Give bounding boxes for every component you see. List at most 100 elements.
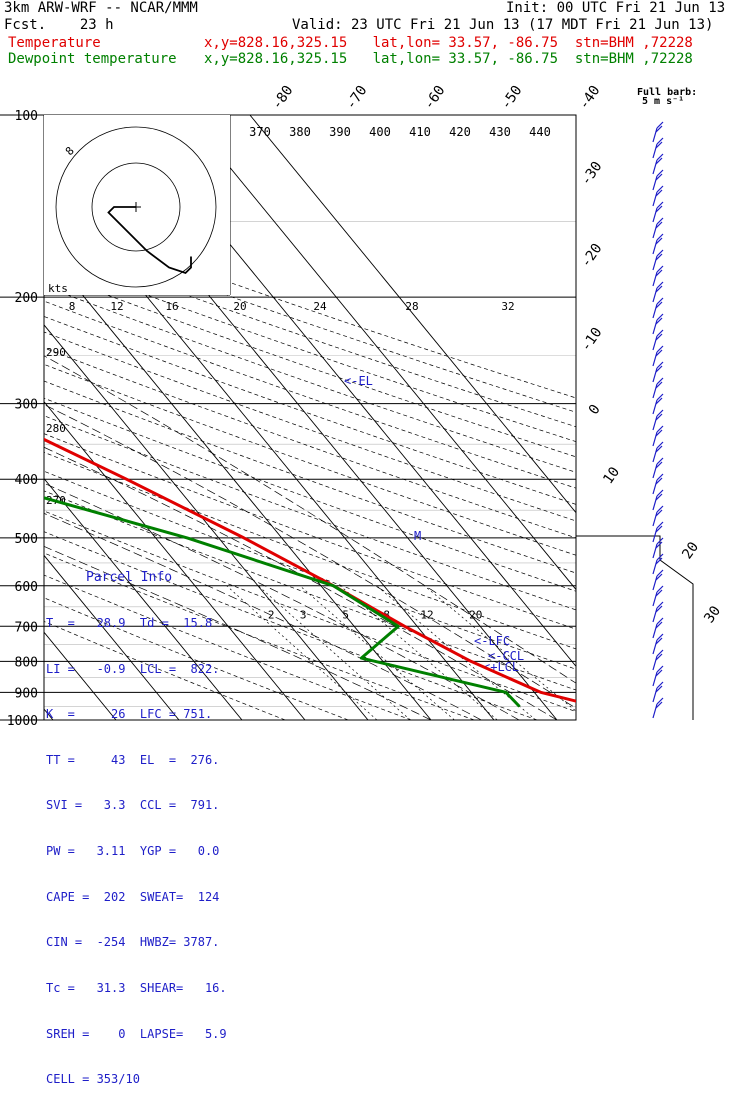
isotherm-label: -20 <box>578 241 606 271</box>
wind-barb <box>652 591 658 607</box>
wind-barb-flag <box>655 413 663 421</box>
wind-barb <box>652 703 658 719</box>
isotherm-label: -10 <box>578 325 606 355</box>
isotherm-label: -70 <box>343 83 371 113</box>
init-time: Init: 00 UTC Fri 21 Jun 13 <box>506 0 726 16</box>
mixing-ratio-line <box>226 585 378 720</box>
wind-barb-flag <box>656 361 664 369</box>
wind-barb-flag <box>656 697 664 705</box>
sounding-annotation: M <box>414 529 421 543</box>
wind-barb-flag <box>656 249 664 257</box>
sounding-annotation: <-EL <box>344 374 373 388</box>
dewpoint-legend: Dewpoint temperature <box>8 51 177 67</box>
wind-barb-flag <box>655 685 663 693</box>
wind-barb <box>652 463 658 479</box>
wind-barb-flag <box>655 333 663 341</box>
wind-barb <box>652 191 658 207</box>
valid-time: Valid: 23 UTC Fri 21 Jun 13 (17 MDT Fri … <box>292 17 714 33</box>
wind-barb-flag <box>655 445 663 453</box>
model-title: 3km ARW-WRF -- NCAR/MMM <box>4 0 198 16</box>
speed-tick-label: 16 <box>165 300 178 313</box>
barb-column-border <box>576 535 694 720</box>
wind-barb <box>652 655 658 671</box>
dry-adiabat <box>44 285 576 473</box>
parcel-info-title: Parcel Info <box>86 570 173 586</box>
dewpoint-profile <box>44 496 521 708</box>
wind-barb-flag <box>655 477 663 485</box>
wind-barb-flag <box>656 169 664 177</box>
speed-tick-label: 20 <box>233 300 246 313</box>
wind-barb-flag <box>656 505 664 513</box>
wind-barb-flag <box>655 541 663 549</box>
isotherm-label: 10 <box>600 464 623 487</box>
wind-barb-flag <box>655 141 663 149</box>
wind-barb-flag <box>656 409 664 417</box>
dry-adiabat <box>44 510 576 712</box>
wind-barb-flag <box>656 457 664 465</box>
wind-barb-flag <box>656 121 664 129</box>
wind-barb <box>652 223 658 239</box>
wind-barb <box>652 383 658 399</box>
wind-barb-flag <box>656 633 664 641</box>
wind-barb <box>652 143 658 159</box>
wind-barb <box>652 271 658 287</box>
wind-barb-flag <box>655 301 663 309</box>
theta-label: 380 <box>289 125 311 139</box>
wind-barb <box>652 575 658 591</box>
wind-barb <box>652 623 658 639</box>
wind-barb-flag <box>655 173 663 181</box>
wind-barb-flag <box>655 509 663 517</box>
wind-barb-flag <box>655 125 663 133</box>
wind-barb <box>652 351 658 367</box>
isotherm-label: -80 <box>269 83 297 113</box>
wind-barb-flag <box>656 201 664 209</box>
theta-label: 410 <box>409 125 431 139</box>
wind-barb-flag <box>656 489 664 497</box>
dry-adiabat <box>44 574 412 720</box>
dry-adiabat <box>44 490 576 691</box>
parcel-row: LI = -0.9 LCL = 822. <box>46 661 220 676</box>
wind-barb-flag <box>656 329 664 337</box>
wind-barb-flag <box>655 221 663 229</box>
wind-barb-flag <box>655 573 663 581</box>
wind-barb <box>652 687 658 703</box>
wind-barb <box>652 431 658 447</box>
wind-barb <box>652 495 658 511</box>
hodograph-trace <box>107 206 192 275</box>
wind-barb-flag <box>655 669 663 677</box>
theta-label: 440 <box>529 125 551 139</box>
wind-barb-flag <box>656 185 664 193</box>
isotherm-label: -40 <box>576 83 604 113</box>
wind-barb <box>652 303 658 319</box>
wind-barb-flag <box>655 269 663 277</box>
wind-barb <box>652 607 658 623</box>
wind-barb <box>652 255 658 271</box>
mixing-ratio-label: 3 <box>300 608 307 621</box>
wind-barb-flag <box>656 617 664 625</box>
mixing-ratio-label: 20 <box>469 608 482 621</box>
pressure-tick-label: 900 <box>15 686 38 701</box>
dry-adiabat <box>44 621 286 720</box>
wind-barb <box>652 671 658 687</box>
wind-barb <box>652 447 658 463</box>
sounding-annotation: <-LFC <box>474 634 510 648</box>
wind-barb-flag <box>655 701 663 709</box>
wind-barb <box>652 543 658 559</box>
wind-barb-flag <box>656 569 664 577</box>
parcel-row: T = 28.9 Td = 15.8 <box>46 616 213 631</box>
parcel-row: CELL = 353/10 <box>46 1072 140 1087</box>
dry-adiabat <box>44 380 576 574</box>
wind-barb <box>652 527 658 543</box>
parcel-row: TT = 43 EL = 276. <box>46 752 220 767</box>
theta-label: 420 <box>449 125 471 139</box>
wind-barb-flag <box>655 205 663 213</box>
wind-barb-flag <box>655 349 663 357</box>
pressure-tick-label: 200 <box>15 291 38 306</box>
moist-adiabat <box>44 404 576 709</box>
parcel-row: SVI = 3.3 CCL = 791. <box>46 798 220 813</box>
pressure-tick-label: 800 <box>15 655 38 670</box>
parcel-row: SREH = 0 LAPSE= 5.9 <box>46 1026 227 1041</box>
wind-barb-flag <box>655 157 663 165</box>
wind-barb-flag <box>656 601 664 609</box>
